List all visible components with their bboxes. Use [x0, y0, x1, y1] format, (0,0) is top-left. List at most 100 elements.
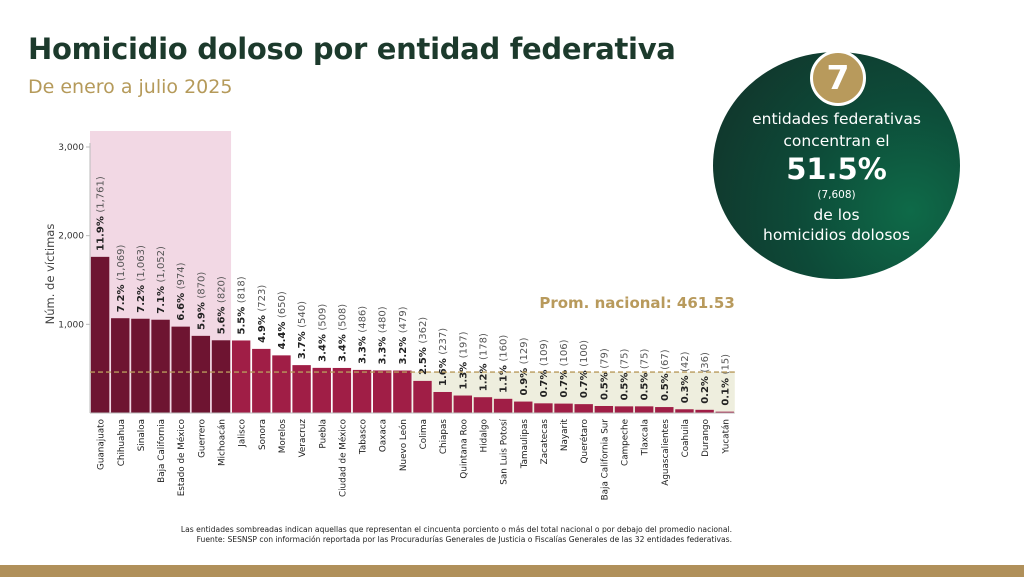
bar-data-label: 0.3% (42) [680, 351, 691, 403]
x-category-label: Jalisco [238, 419, 248, 448]
bar [453, 395, 472, 413]
bar-count-label: (818) [237, 276, 248, 303]
bar-percent-label: 1.1% [499, 362, 510, 393]
bar-percent-label: 5.5% [237, 303, 248, 334]
x-category-label: Quintana Roo [459, 419, 469, 479]
bar-data-label: 4.9% (723) [257, 285, 268, 343]
bar-percent-label: 1.6% [438, 355, 449, 386]
bar [292, 365, 311, 413]
y-tick-label: 3,000 [58, 143, 84, 153]
bar-data-label: 4.4% (650) [277, 291, 288, 349]
summary-count: (7,608) [817, 189, 856, 201]
bar-count-label: (197) [458, 331, 469, 358]
bar-data-label: 7.2% (1,063) [136, 245, 147, 313]
bar-count-label: (509) [317, 304, 328, 331]
bar-percent-label: 5.6% [217, 303, 228, 334]
x-category-label: Coahuila [681, 419, 691, 457]
bar-percent-label: 7.1% [156, 283, 167, 314]
bar-count-label: (486) [358, 306, 369, 333]
bar-count-label: (650) [277, 291, 288, 318]
bottom-accent-bar [0, 565, 1024, 577]
x-category-label: Sinaloa [137, 419, 147, 451]
bar-data-label: 0.7% (106) [559, 339, 570, 397]
x-category-label: Campeche [621, 419, 631, 466]
x-category-label: Chihuahua [117, 419, 127, 466]
bar-data-label: 1.2% (178) [478, 333, 489, 391]
bar-percent-label: 0.7% [539, 366, 550, 397]
x-category-label: Tlaxcala [641, 419, 651, 456]
bar [231, 340, 251, 413]
bar [131, 318, 150, 413]
x-category-label: Baja California Sur [600, 419, 610, 501]
bar-data-label: 7.2% (1,069) [116, 244, 127, 312]
bar-percent-label: 0.7% [579, 367, 590, 398]
bar-count-label: (540) [297, 301, 308, 328]
bar-count-label: (362) [418, 317, 429, 344]
page-title: Homicidio doloso por entidad federativa [28, 32, 676, 66]
bar-percent-label: 0.5% [640, 369, 651, 400]
x-category-label: Chiapas [439, 419, 449, 455]
bar [634, 406, 654, 413]
bar-data-label: 1.6% (237) [438, 328, 449, 386]
footnote-source: Fuente: SESNSP con información reportada… [196, 535, 732, 544]
bar [574, 404, 593, 413]
bar-count-label: (237) [438, 328, 449, 355]
bar-percent-label: 0.5% [660, 370, 671, 401]
x-category-label: Nuevo León [398, 419, 409, 471]
x-category-label: Baja California [157, 419, 167, 483]
summary-line-3: de los [813, 206, 860, 224]
bar-percent-label: 7.2% [136, 282, 147, 313]
x-category-label: Veracruz [298, 419, 308, 458]
bar-percent-label: 2.5% [418, 344, 429, 375]
bar-data-label: 3.3% (486) [358, 306, 369, 364]
x-category-label: Oaxaca [379, 419, 389, 452]
bar-data-label: 1.3% (197) [458, 331, 469, 389]
bar-count-label: (160) [499, 335, 510, 362]
x-category-label: Estado de México [176, 419, 187, 496]
bar-count-label: (42) [680, 351, 691, 372]
bar-data-label: 3.3% (480) [378, 306, 389, 364]
bar [332, 367, 352, 413]
bar [272, 355, 291, 413]
bar-count-label: (109) [539, 339, 550, 366]
x-category-label: Guanajuato [97, 419, 107, 470]
bar-data-label: 3.4% (509) [317, 304, 328, 362]
bar-percent-label: 6.6% [176, 289, 187, 320]
bar-data-label: 0.5% (75) [640, 349, 651, 401]
bar-percent-label: 3.3% [378, 333, 389, 364]
bar [211, 340, 231, 413]
bar [655, 407, 674, 413]
bar-percent-label: 1.3% [458, 358, 469, 389]
bar-count-label: (79) [599, 348, 610, 369]
bar-percent-label: 5.9% [196, 299, 207, 330]
bar [252, 348, 271, 413]
x-category-label: Ciudad de México [337, 419, 348, 497]
x-category-label: Aguascalientes [661, 419, 671, 486]
bar-data-label: 1.1% (160) [499, 335, 510, 393]
bar [352, 369, 372, 413]
bar-data-label: 7.1% (1,052) [156, 246, 167, 314]
bar-count-label: (15) [720, 354, 731, 375]
bar-data-label: 3.4% (508) [337, 304, 348, 362]
bar-count-label: (820) [217, 276, 228, 303]
bar-data-label: 0.2% (36) [700, 352, 711, 404]
bar [473, 397, 493, 413]
summary-line-1: entidades federativas [752, 110, 921, 128]
bar-count-label: (508) [337, 304, 348, 331]
bar-count-label: (974) [176, 262, 187, 289]
bar-percent-label: 0.5% [599, 369, 610, 400]
y-axis-label: Núm. de víctimas [43, 224, 57, 325]
bar [433, 391, 452, 413]
x-category-label: Colima [419, 419, 429, 449]
bar-percent-label: 4.4% [277, 318, 288, 349]
x-category-label: Nayarit [560, 418, 570, 451]
bar-percent-label: 0.7% [559, 366, 570, 397]
summary-line-2: concentran el [783, 132, 890, 150]
summary-line-4: homicidios dolosos [763, 226, 910, 244]
bar-percent-label: 0.5% [620, 369, 631, 400]
bar [191, 335, 211, 413]
bar [534, 403, 553, 413]
y-tick-label: 1,000 [58, 320, 84, 330]
